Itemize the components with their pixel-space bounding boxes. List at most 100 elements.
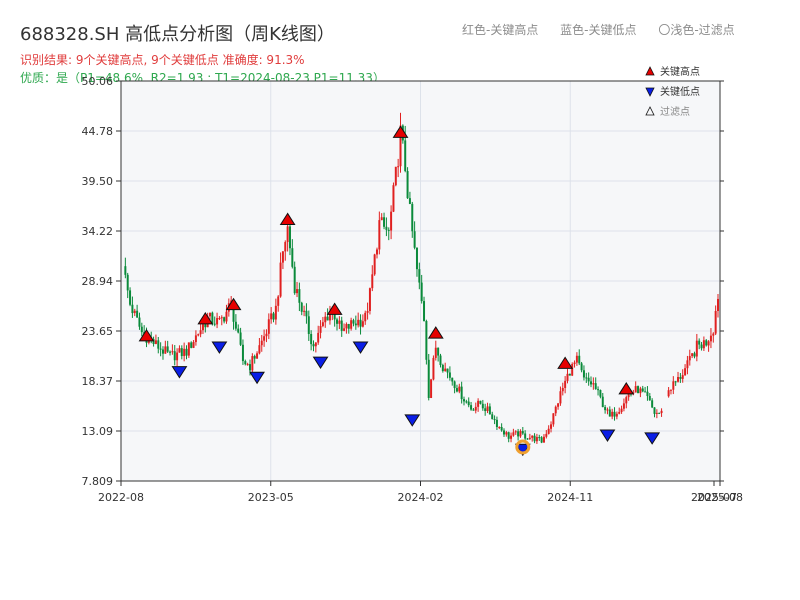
candle-body	[397, 166, 400, 168]
candle-body	[284, 242, 287, 252]
candle-body	[578, 355, 581, 364]
candle-body	[218, 318, 221, 320]
candle-body	[465, 401, 468, 403]
candle-body	[660, 410, 663, 414]
candle-body	[587, 377, 590, 382]
candle-body	[399, 125, 402, 167]
candle-body	[521, 431, 524, 434]
candle-body	[427, 359, 430, 398]
candle-body	[197, 334, 200, 336]
candle-body	[594, 383, 597, 390]
key-low-marker	[599, 429, 616, 442]
candle-body	[491, 414, 494, 420]
key-low-marker	[404, 414, 421, 427]
candle-body	[460, 386, 463, 400]
legend-low-icon	[645, 87, 655, 97]
candle-body	[265, 333, 268, 337]
candle-body	[312, 344, 315, 347]
candle-body	[159, 348, 162, 350]
candle-body	[470, 405, 473, 410]
candle-body	[495, 419, 498, 428]
key-high-marker	[279, 212, 296, 225]
candle-body	[368, 288, 371, 311]
candle-body	[514, 431, 517, 433]
candle-body	[484, 408, 487, 412]
candle-body	[693, 353, 696, 357]
candle-body	[611, 411, 614, 417]
legend-light-text: 〇浅色-过滤点	[658, 23, 735, 37]
candle-body	[533, 435, 536, 442]
x-tick-label: 2025-07	[691, 491, 737, 504]
candle-body	[385, 226, 388, 230]
candle-body	[380, 217, 383, 221]
candle-body	[519, 431, 522, 437]
candle-body	[279, 262, 282, 297]
candle-body	[655, 412, 658, 414]
key-high-marker	[138, 328, 155, 342]
candle-body	[260, 340, 263, 346]
key-high-marker	[197, 311, 214, 325]
candle-body	[171, 351, 174, 353]
candle-body	[634, 386, 637, 393]
candle-body	[340, 320, 343, 331]
candle-body	[477, 400, 480, 407]
candle-body	[618, 411, 621, 414]
candle-body	[432, 357, 435, 380]
candle-body	[378, 220, 381, 250]
key-low-marker	[352, 341, 369, 354]
candle-body	[714, 310, 717, 334]
candle-body	[138, 317, 141, 327]
candle-body	[404, 140, 407, 172]
candle-body	[439, 355, 442, 366]
candle-body	[248, 364, 251, 371]
candle-body	[307, 316, 310, 334]
key-high-marker	[618, 382, 635, 395]
candle-body	[446, 368, 449, 373]
candle-body	[244, 361, 247, 365]
candle-body	[241, 344, 244, 362]
candle-body	[585, 377, 588, 379]
candle-body	[625, 397, 628, 404]
candle-body	[502, 430, 505, 435]
candle-body	[343, 328, 346, 331]
candle-body	[176, 352, 179, 361]
candle-body	[354, 323, 357, 326]
key-high-marker	[557, 356, 574, 369]
key-high-marker	[225, 297, 242, 311]
candles	[124, 112, 719, 444]
candle-body	[528, 437, 531, 439]
y-tick-label: 18.37	[82, 375, 114, 388]
candle-body	[441, 365, 444, 372]
candle-body	[199, 330, 202, 335]
candle-body	[124, 266, 127, 275]
header-legend: 红色-关键高点 蓝色-关键低点 〇浅色-过滤点	[462, 21, 753, 38]
candle-body	[420, 282, 423, 302]
candle-body	[361, 321, 364, 327]
x-tick-label: 2022-08	[98, 491, 144, 504]
key-low-marker	[644, 432, 661, 445]
candle-body	[383, 217, 386, 227]
key-low-marker	[312, 356, 329, 370]
candle-body	[423, 301, 426, 322]
candle-body	[129, 290, 132, 305]
candle-body	[131, 304, 134, 314]
candle-body	[637, 386, 640, 394]
result-summary: 识别结果: 9个关键高点, 9个关键低点 准确度: 91.3%	[20, 53, 305, 67]
candle-body	[695, 340, 698, 357]
candle-body	[225, 311, 228, 322]
candle-body	[632, 392, 635, 394]
candle-body	[644, 391, 647, 393]
candle-body	[256, 353, 259, 359]
candle-body	[126, 274, 129, 291]
candle-body	[552, 413, 555, 425]
legend-item-label: 过滤点	[660, 105, 690, 118]
candle-body	[455, 388, 458, 392]
x-tick-label: 2025-08	[697, 491, 743, 504]
candle-body	[458, 386, 461, 392]
candle-body	[437, 347, 440, 356]
candle-body	[291, 248, 294, 267]
legend-filtered-icon	[645, 106, 655, 116]
candle-body	[597, 389, 600, 391]
candle-body	[580, 363, 583, 371]
candle-body	[590, 381, 593, 385]
